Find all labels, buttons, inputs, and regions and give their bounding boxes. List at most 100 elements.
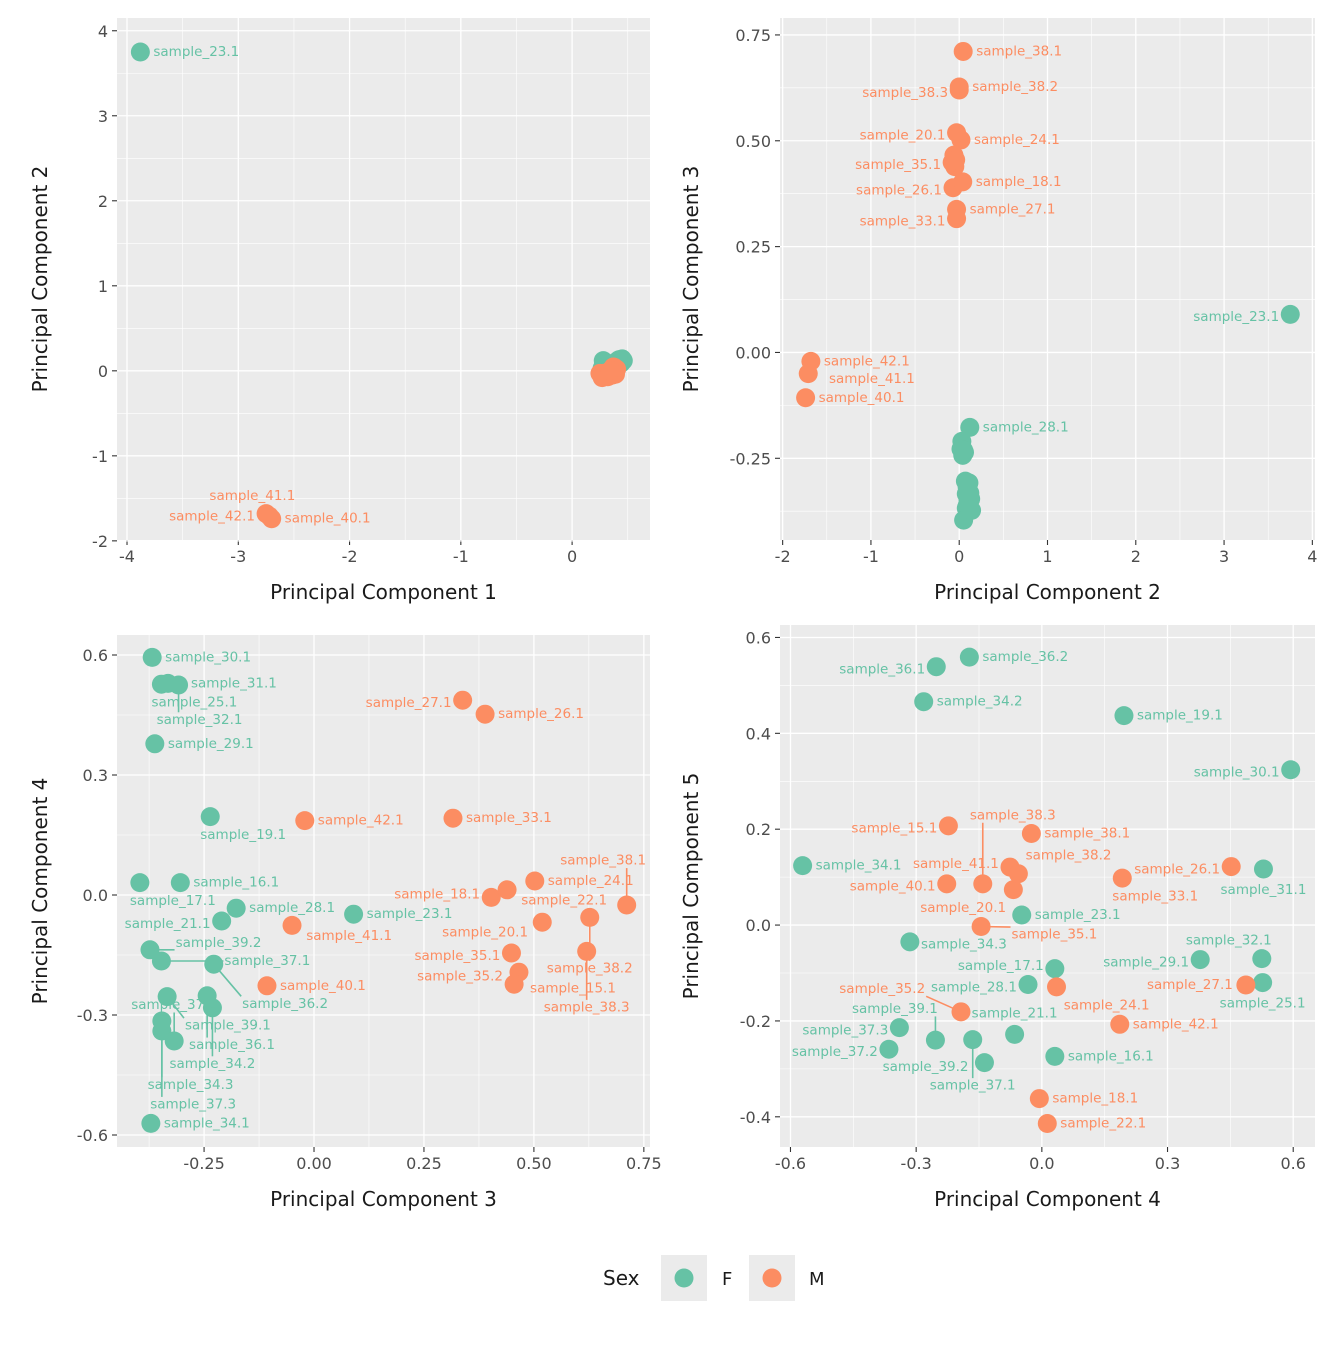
y-tick-label: -0.4	[740, 1108, 771, 1127]
point-sample_38-3	[949, 80, 969, 100]
point-sample_39-1	[157, 987, 177, 1007]
point-label: sample_28.1	[983, 419, 1069, 435]
y-tick-label: 0.25	[735, 238, 771, 257]
point-label: sample_39.1	[185, 1018, 271, 1034]
point-labels: sample_23.1 sample_42.1 sample_40.1 sample_…	[125, 649, 646, 1131]
point-label: sample_18.1	[976, 174, 1062, 190]
y-tick-label: -0.25	[730, 449, 771, 468]
point-label: sample_39.2	[176, 935, 262, 951]
y-tick-label: -0.2	[740, 1012, 771, 1031]
point-label: sample_35.2	[839, 981, 925, 997]
point-label: sample_33.1	[466, 810, 552, 826]
y-tick-label: 0	[98, 362, 108, 381]
point-label: sample_40.1	[280, 978, 366, 994]
point-sample_23-1	[1012, 905, 1032, 925]
point-label: sample_39.1	[852, 1001, 938, 1017]
point-label: sample_40.1	[850, 879, 936, 895]
legend-dot-f	[674, 1268, 694, 1288]
x-tick-label: -3	[230, 547, 246, 566]
point-label: sample_29.1	[1103, 954, 1189, 970]
point-label: sample_22.1	[1060, 1116, 1146, 1132]
x-tick-label: 0	[567, 547, 577, 566]
point-sample_34-2	[954, 440, 974, 460]
point-sample_37-1	[151, 951, 171, 971]
point-sample_35-1	[501, 943, 521, 963]
point-labels: sample_23.1 sample_42.1 sample_40.1 sample_…	[819, 43, 1280, 435]
point-label: sample_30.1	[1194, 765, 1280, 781]
y-tick-label: 1	[98, 277, 108, 296]
point-sample_20-1	[532, 912, 552, 932]
point-label: sample_38.2	[972, 79, 1058, 95]
point-label: sample_35.1	[414, 948, 500, 964]
x-tick-label: 0.25	[406, 1154, 442, 1173]
point-label: sample_27.1	[1147, 977, 1233, 993]
point-label: sample_37.2	[131, 997, 217, 1013]
points	[130, 647, 637, 1133]
point-sample_39-1	[925, 1030, 945, 1050]
point-sample_23-1	[130, 42, 150, 62]
x-tick-label: -1	[863, 547, 879, 566]
point-label: sample_26.1	[1134, 861, 1220, 877]
point-sample_35-2	[951, 1002, 971, 1022]
point-label: sample_23.1	[1035, 907, 1121, 923]
point-label: sample_41.1	[829, 371, 915, 387]
point-sample_29-1	[145, 734, 165, 754]
point-labels: sample_23.1 sample_42.1 sample_40.1 sample_…	[153, 44, 370, 527]
x-tick-label: 0	[954, 547, 964, 566]
point-label: sample_34.1	[164, 1115, 250, 1131]
point-sample_35-1	[971, 917, 991, 937]
x-tick-label: -0.25	[183, 1154, 224, 1173]
point-sample_40-1	[257, 976, 277, 996]
x-tick-label: 4	[1307, 547, 1317, 566]
x-axis-title: Principal Component 2	[934, 580, 1161, 604]
point-label: sample_33.1	[860, 214, 946, 230]
y-axis-title: Principal Component 5	[679, 773, 703, 1000]
point-label: sample_38.1	[976, 43, 1062, 59]
point-label: sample_37.3	[802, 1022, 888, 1038]
point-label: sample_34.3	[148, 1077, 234, 1093]
point-sample_17-1	[130, 873, 150, 893]
point-label: sample_36.1	[839, 662, 925, 678]
point-label: sample_34.1	[816, 858, 902, 874]
point-label: sample_33.1	[1112, 888, 1198, 904]
point-sample_33-1	[947, 209, 967, 229]
point-sample_37-2	[957, 477, 977, 497]
point-sample_23-1	[1280, 304, 1300, 324]
point-label: sample_31.1	[1221, 882, 1307, 898]
point-sample_36-1	[926, 657, 946, 677]
point-sample_41-1	[259, 506, 279, 526]
point-sample_33-1	[1112, 868, 1132, 888]
y-tick-label: 0.0	[746, 916, 771, 935]
point-label: sample_42.1	[169, 508, 255, 524]
point-label: sample_38.2	[1026, 847, 1112, 863]
point-label: sample_42.1	[1133, 1016, 1219, 1032]
point-label: sample_26.1	[856, 183, 942, 199]
point-label: sample_35.2	[417, 968, 503, 984]
point-label: sample_41.1	[306, 928, 392, 944]
x-tick-label: 0.3	[1155, 1154, 1180, 1173]
y-tick-label: 4	[98, 22, 108, 41]
point-label: sample_15.1	[530, 980, 616, 996]
point-sample_36-2	[204, 954, 224, 974]
point-sample_16-1	[1045, 1046, 1065, 1066]
point-label: sample_38.3	[970, 807, 1056, 823]
x-tick-label: 2	[1131, 547, 1141, 566]
legend: Sex F M	[603, 1255, 825, 1301]
y-tick-label: 0.2	[746, 820, 771, 839]
point-label: sample_25.1	[1220, 996, 1306, 1012]
point-label: sample_22.1	[521, 892, 607, 908]
point-label: sample_28.1	[249, 900, 335, 916]
y-tick-label: 3	[98, 107, 108, 126]
point-sample_34-1	[141, 1113, 161, 1133]
point-label: sample_34.2	[937, 694, 1023, 710]
x-tick-label: 0.75	[626, 1154, 662, 1173]
point-sample_15-1	[938, 816, 958, 836]
point-sample_41-1	[282, 915, 302, 935]
point-label: sample_17.1	[958, 958, 1044, 974]
point-label: sample_35.1	[855, 157, 941, 173]
point-sample_19-1	[200, 807, 220, 827]
x-tick-label: 0.0	[1029, 1154, 1054, 1173]
point-sample_28-1	[226, 898, 246, 918]
point-sample_23-1	[344, 904, 364, 924]
